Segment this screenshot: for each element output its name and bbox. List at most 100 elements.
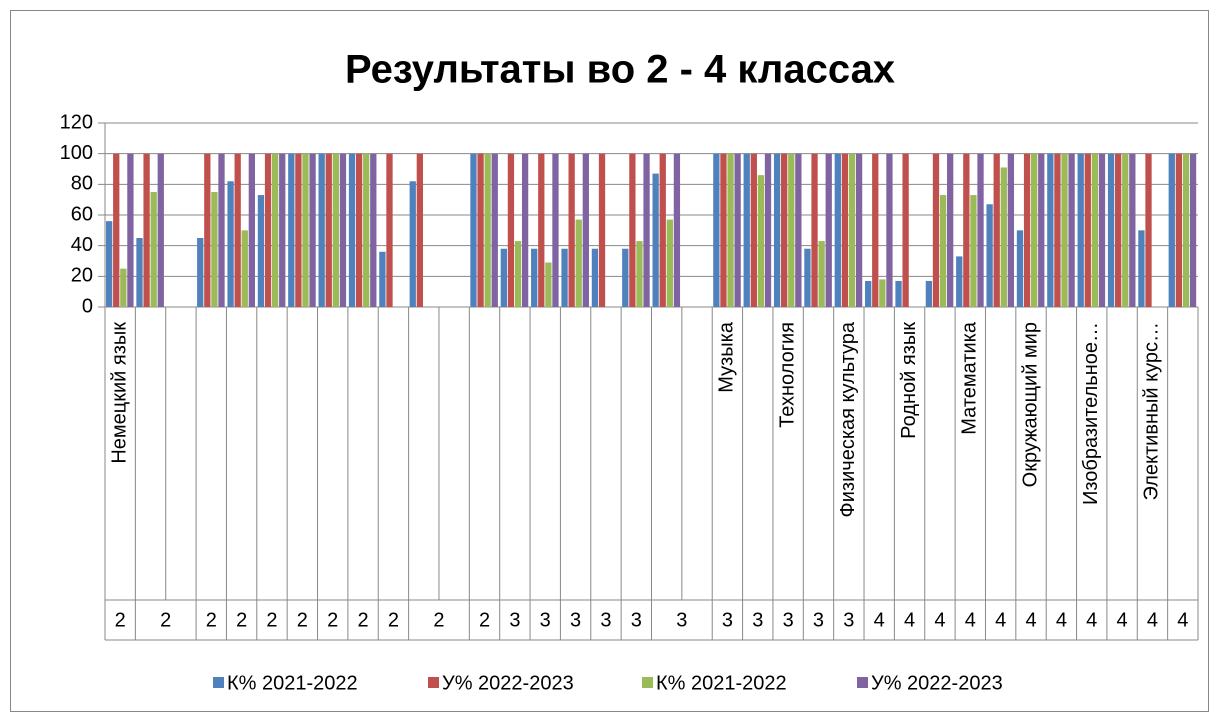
bar: [234, 153, 241, 307]
bar: [241, 230, 248, 307]
bar: [734, 153, 741, 307]
bar: [773, 153, 781, 307]
grade-label: 3: [676, 609, 687, 631]
grade-label: 2: [297, 609, 308, 631]
bar: [1145, 153, 1152, 307]
bar: [204, 153, 211, 307]
bar: [271, 153, 279, 307]
bar: [834, 153, 841, 307]
y-tick-label: 0: [82, 295, 93, 317]
bar: [879, 279, 886, 307]
bar: [1098, 153, 1106, 307]
bar: [1068, 153, 1075, 307]
bar: [279, 153, 286, 307]
bar: [484, 153, 491, 307]
grade-label: 4: [1177, 609, 1188, 631]
grade-label: 4: [1147, 609, 1158, 631]
grade-label: 3: [813, 609, 824, 631]
bar: [1038, 153, 1045, 307]
bar: [264, 153, 272, 307]
x-tick-label: Элективный курс…: [1141, 322, 1163, 500]
bar: [818, 241, 825, 307]
bar: [659, 153, 666, 307]
bar: [248, 153, 256, 307]
bar: [309, 153, 316, 307]
legend-label: У% 2022-2023: [442, 672, 574, 694]
bar: [521, 153, 529, 307]
bar: [1091, 153, 1099, 307]
bar: [318, 153, 325, 307]
bar: [136, 238, 143, 307]
grade-label: 4: [1086, 609, 1097, 631]
grade-label: 2: [115, 609, 126, 631]
bar: [157, 153, 164, 307]
bar: [545, 262, 552, 307]
bar: [332, 153, 339, 307]
bar: [939, 195, 947, 307]
grade-label: 4: [1056, 609, 1067, 631]
grade-label: 4: [965, 609, 976, 631]
bar: [491, 153, 498, 307]
bar: [902, 153, 909, 307]
bar: [825, 153, 832, 307]
bar: [211, 192, 218, 307]
x-tick-label: Технология: [776, 322, 798, 428]
bar: [531, 248, 538, 307]
grade-label: 2: [266, 609, 277, 631]
y-tick-label: 20: [71, 265, 93, 287]
y-tick-label: 40: [71, 234, 93, 256]
grade-label: 3: [752, 609, 763, 631]
bar: [993, 153, 1000, 307]
bar: [1077, 153, 1084, 307]
bar: [1000, 167, 1007, 307]
bar: [591, 248, 599, 307]
grade-label: 2: [479, 609, 490, 631]
y-tick-label: 80: [71, 173, 93, 195]
bar: [1007, 153, 1015, 307]
bar: [977, 153, 984, 307]
grade-label: 3: [783, 609, 794, 631]
bar: [302, 153, 309, 307]
bar: [500, 248, 507, 307]
bar: [1129, 153, 1136, 307]
grade-label: 4: [904, 609, 915, 631]
bar: [757, 175, 765, 307]
bar: [622, 248, 629, 307]
bar: [811, 153, 818, 307]
bar: [1107, 153, 1115, 307]
grade-label: 2: [327, 609, 338, 631]
bar: [1182, 153, 1190, 307]
bar: [348, 153, 356, 307]
bar: [788, 153, 795, 307]
bar: [470, 153, 477, 307]
legend-label: К% 2021-2022: [227, 672, 358, 694]
bar: [477, 153, 484, 307]
bar: [416, 153, 423, 307]
bar: [727, 153, 734, 307]
bar: [1031, 153, 1038, 307]
bar: [666, 219, 673, 307]
grade-label: 4: [1117, 609, 1128, 631]
bar: [379, 251, 386, 307]
bar: [872, 153, 879, 307]
bar: [409, 181, 416, 307]
bar: [113, 153, 120, 307]
grade-label: 2: [160, 609, 171, 631]
y-tick-label: 120: [60, 111, 93, 133]
grade-label: 3: [631, 609, 642, 631]
grade-label: 4: [934, 609, 945, 631]
bar: [1061, 153, 1068, 307]
bar: [713, 153, 720, 307]
bar: [106, 221, 113, 307]
bar: [956, 256, 963, 307]
bar: [629, 153, 636, 307]
grade-label: 4: [1025, 609, 1036, 631]
grade-label: 3: [570, 609, 581, 631]
bar: [1175, 153, 1183, 307]
bar: [507, 153, 515, 307]
bar: [143, 153, 150, 307]
x-tick-label: Музыка: [716, 321, 738, 393]
grade-label: 4: [995, 609, 1006, 631]
bar: [363, 153, 370, 307]
